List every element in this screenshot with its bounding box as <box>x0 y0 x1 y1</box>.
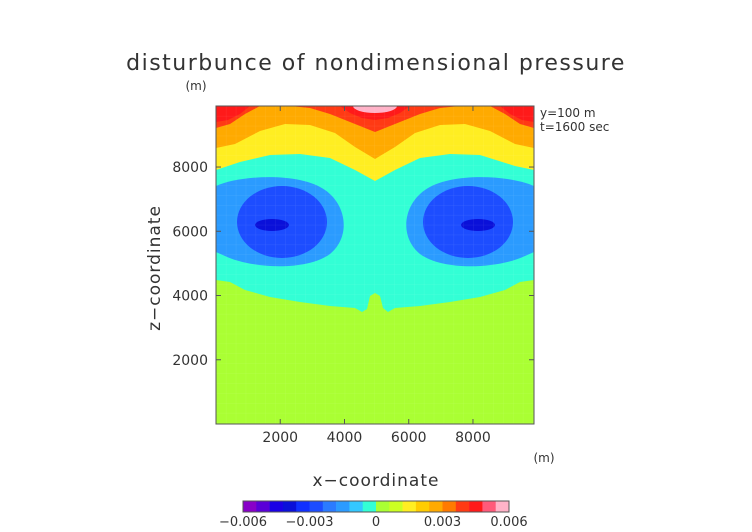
annotation-y-slice: y=100 m <box>540 106 596 120</box>
colorbar-tick-labels: −0.006 −0.003 0 0.003 0.006 <box>219 515 528 530</box>
y-tick-label: 2000 <box>172 353 208 369</box>
colorbar-swatch <box>429 501 443 512</box>
y-tick-label: 4000 <box>172 289 208 305</box>
x-tick-label: 2000 <box>262 430 298 446</box>
colorbar-tick-label: −0.006 <box>219 515 267 530</box>
colorbar-swatch <box>336 501 350 512</box>
colorbar-tick-label: 0.006 <box>490 515 527 530</box>
y-tick-label: 8000 <box>172 160 208 176</box>
colorbar-swatch <box>243 501 257 512</box>
colorbar-swatch <box>389 501 403 512</box>
colorbar-swatch <box>349 501 363 512</box>
colorbar-swatch <box>376 501 390 512</box>
colorbar-tick-label: 0 <box>372 515 380 530</box>
y-axis-label: z−coordinate <box>145 205 165 331</box>
annotation-time: t=1600 sec <box>540 120 609 134</box>
x-tick-label: 8000 <box>455 430 491 446</box>
x-tick-label: 4000 <box>327 430 363 446</box>
colorbar-swatch <box>455 501 470 512</box>
colorbar-swatch <box>415 501 430 512</box>
colorbar-swatch <box>269 501 284 512</box>
y-tick-label: 6000 <box>172 224 208 240</box>
colorbar-frame <box>242 500 510 513</box>
colorbar-swatch <box>442 501 457 512</box>
colorbar-swatch <box>402 501 417 512</box>
x-unit-label: (m) <box>533 451 554 465</box>
y-unit-label: (m) <box>185 79 206 93</box>
colorbar-swatch <box>282 501 297 512</box>
colorbar-tick-label: −0.003 <box>285 515 333 530</box>
colorbar-swatch <box>309 501 324 512</box>
x-axis-label: x−coordinate <box>313 471 440 491</box>
y-tick-labels: 2000 4000 6000 8000 <box>172 160 208 369</box>
colorbar-swatch <box>482 501 496 512</box>
colorbar-swatch <box>322 501 337 512</box>
colorbar <box>242 500 510 513</box>
colorbar-swatch <box>495 501 510 512</box>
axis-ticks <box>216 106 534 424</box>
x-tick-labels: 2000 4000 6000 8000 <box>262 430 490 446</box>
x-tick-label: 6000 <box>391 430 427 446</box>
colorbar-swatch <box>256 501 270 512</box>
plot-area <box>215 105 535 425</box>
colorbar-swatch <box>469 501 483 512</box>
plot-frame <box>215 105 535 425</box>
colorbar-tick-label: 0.003 <box>424 515 461 530</box>
colorbar-swatch <box>296 501 310 512</box>
grid-overlay <box>216 106 534 424</box>
chart-title: disturbunce of nondimensional pressure <box>126 51 626 76</box>
colorbar-swatch <box>362 501 377 512</box>
